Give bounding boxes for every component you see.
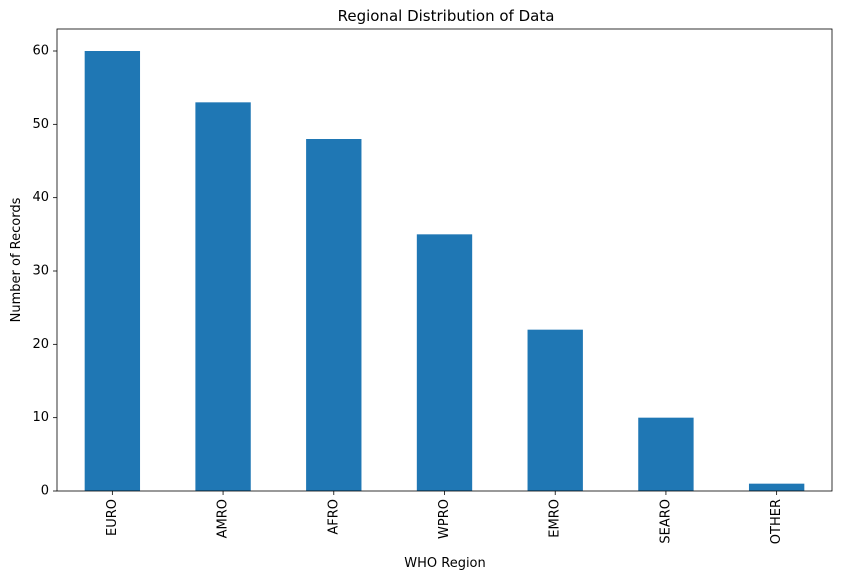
y-tick-label: 60	[32, 44, 49, 59]
bar-euro	[84, 51, 141, 491]
y-tick-label: 0	[41, 484, 49, 499]
x-tick-label: SEARO	[658, 499, 673, 544]
bar-afro	[306, 139, 362, 491]
bar-amro	[195, 102, 251, 491]
x-tick-label: AFRO	[326, 499, 341, 535]
y-tick-label: 10	[32, 410, 49, 425]
plot-frame	[56, 28, 833, 492]
bars-group	[84, 51, 805, 492]
y-tick-label: 50	[32, 117, 49, 132]
bar-searo	[638, 417, 694, 491]
bar-emro	[527, 329, 583, 491]
y-tick-label: 40	[32, 190, 49, 205]
y-axis-ticks: 0 10 20 30 40 50 60	[32, 44, 57, 499]
x-tick-label: EURO	[105, 499, 120, 536]
x-tick-label: OTHER	[769, 499, 784, 544]
y-tick-label: 30	[32, 264, 49, 279]
x-axis-ticks: EURO AMRO AFRO WPRO EMRO SEARO OTHER	[105, 491, 784, 544]
bar-wpro	[416, 234, 473, 492]
bar-other	[748, 483, 805, 491]
x-tick-label: WPRO	[437, 499, 452, 539]
x-tick-label: AMRO	[216, 499, 231, 538]
x-axis-label: WHO Region	[404, 556, 486, 571]
chart-title: Regional Distribution of Data	[338, 7, 555, 25]
x-tick-label: EMRO	[548, 499, 563, 538]
y-tick-label: 20	[32, 337, 49, 352]
y-axis-label: Number of Records	[9, 197, 24, 322]
